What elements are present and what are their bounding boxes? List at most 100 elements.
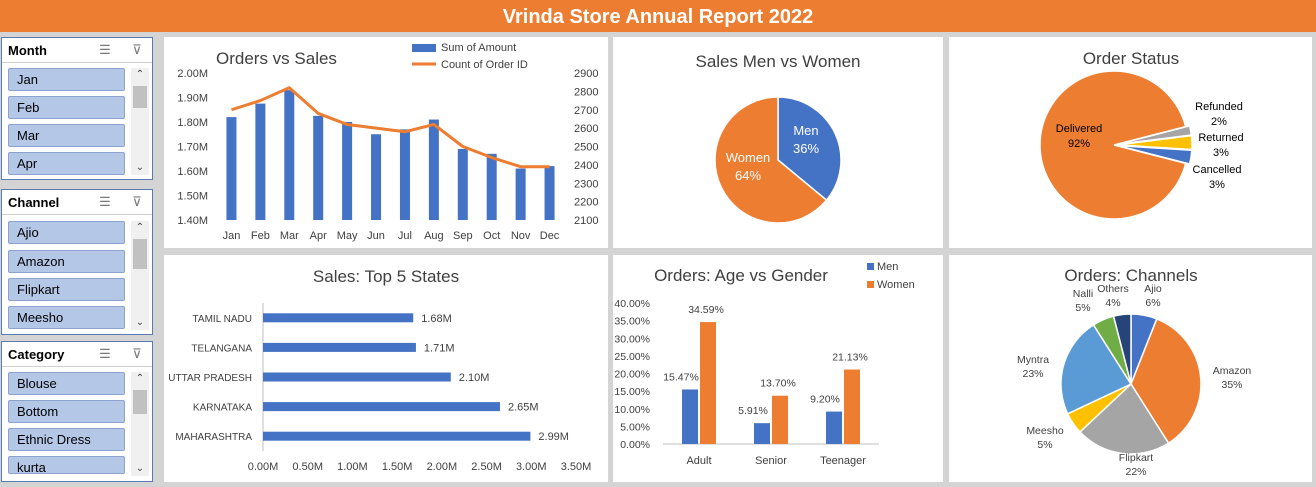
slicer-header: Category ☰ ⊽ <box>2 342 152 367</box>
slicer-item-bottom[interactable]: Bottom <box>8 400 125 423</box>
slicer-item-kurta[interactable]: kurta <box>8 456 125 475</box>
category-label: TELANGANA <box>191 343 252 354</box>
month-slicer: Month ☰ ⊽ Jan Feb Mar Apr ⌃ ⌄ <box>1 37 153 180</box>
chart-title: Orders: Age vs Gender <box>654 266 828 285</box>
slice-amazon <box>1130 317 1202 445</box>
slice-women <box>714 96 828 224</box>
clear-filter-icon[interactable]: ⊽ <box>132 42 142 57</box>
x-tick-label: Feb <box>251 230 270 242</box>
data-label: 1.68M <box>421 313 452 325</box>
slice-value-amazon: 35% <box>1221 379 1242 391</box>
category-scrollbar[interactable]: ⌃ ⌄ <box>131 372 149 476</box>
chart-title: Order Status <box>1083 49 1179 68</box>
data-label: 13.70% <box>760 378 796 390</box>
slice-value-nalli: 5% <box>1075 302 1090 314</box>
slicer-item-meesho[interactable]: Meesho <box>8 306 125 329</box>
chart-title: Sales Men vs Women <box>695 52 860 71</box>
x-tick-label: 3.50M <box>561 461 592 473</box>
slicer-item-amazon[interactable]: Amazon <box>8 250 125 273</box>
multi-select-icon[interactable]: ☰ <box>99 194 111 209</box>
slice-label-women: Women <box>726 150 771 165</box>
x-tick-label: May <box>337 230 358 242</box>
x-tick-label: Sep <box>453 230 473 242</box>
slice-label-ajio: Ajio <box>1144 283 1162 295</box>
slicer-item-flipkart[interactable]: Flipkart <box>8 278 125 301</box>
report-title: Vrinda Store Annual Report 2022 <box>502 6 814 28</box>
x-tick-label: Oct <box>483 230 500 242</box>
scroll-up-icon[interactable]: ⌃ <box>135 222 145 233</box>
clear-filter-icon[interactable]: ⊽ <box>132 194 142 209</box>
slice-label-others: Others <box>1097 283 1129 295</box>
slicer-header: Month ☰ ⊽ <box>2 38 152 63</box>
slicer-item-blouse[interactable]: Blouse <box>8 372 125 395</box>
bar-karnataka <box>263 402 500 412</box>
slice-value-returned: 3% <box>1213 147 1229 159</box>
slicer-item-ajio[interactable]: Ajio <box>8 221 125 244</box>
channel-slicer-title: Channel <box>8 195 60 210</box>
data-label: 21.13% <box>832 352 868 364</box>
x-tick-label: 1.50M <box>382 461 413 473</box>
chart-title: Orders vs Sales <box>216 49 337 68</box>
y-tick-label: 1.80M <box>177 117 208 129</box>
scroll-thumb[interactable] <box>133 390 147 414</box>
slicer-item-mar[interactable]: Mar <box>8 124 125 147</box>
orders-vs-sales-panel: Orders vs Sales Sum of Amount Count of Ord… <box>164 37 608 248</box>
y-tick-label: 2.00M <box>177 68 208 80</box>
slice-value-women: 64% <box>735 168 761 183</box>
y-tick-label: 10.00% <box>614 404 650 416</box>
bar-amount-sep <box>457 148 468 220</box>
scroll-down-icon[interactable]: ⌄ <box>135 317 145 328</box>
scroll-down-icon[interactable]: ⌄ <box>135 463 145 474</box>
legend-swatch-men <box>867 263 874 270</box>
y2-tick-label: 2800 <box>574 86 598 98</box>
multi-select-icon[interactable]: ☰ <box>99 346 111 361</box>
scroll-thumb[interactable] <box>133 86 147 108</box>
slice-delivered <box>1039 70 1187 220</box>
order-status-chart: Order Status Delivered 92% Refunded 2% Return… <box>1039 49 1244 220</box>
bar-amount-oct <box>486 153 497 220</box>
multi-select-icon[interactable]: ☰ <box>99 42 111 57</box>
channels-panel: Orders: Channels Ajio 6% Amazon 35% Flipkart 2… <box>949 255 1312 482</box>
bar-women-teenager <box>844 369 860 444</box>
x-tick-label: Adult <box>686 455 711 467</box>
data-label: 9.20% <box>810 394 840 406</box>
clear-filter-icon[interactable]: ⊽ <box>132 346 142 361</box>
slice-label-amazon: Amazon <box>1213 365 1252 377</box>
legend-swatch-women <box>867 281 874 288</box>
bar-uttar-pradesh <box>263 372 451 382</box>
slice-value-refunded: 2% <box>1211 116 1227 128</box>
slicer-item-apr[interactable]: Apr <box>8 152 125 175</box>
channel-scrollbar[interactable]: ⌃ ⌄ <box>131 221 149 330</box>
bar-men-teenager <box>826 411 842 444</box>
y2-tick-label: 2300 <box>574 178 598 190</box>
slicer-item-feb[interactable]: Feb <box>8 96 125 119</box>
slice-label-meesho: Meesho <box>1026 425 1064 437</box>
bar-women-adult <box>700 322 716 444</box>
slicer-item-jan[interactable]: Jan <box>8 68 125 91</box>
scroll-thumb[interactable] <box>133 239 147 269</box>
scroll-down-icon[interactable]: ⌄ <box>135 162 145 173</box>
y-tick-label: 15.00% <box>614 386 650 398</box>
data-label: 5.91% <box>738 405 768 417</box>
y-tick-label: 1.60M <box>177 166 208 178</box>
slice-label-myntra: Myntra <box>1017 354 1049 366</box>
scroll-up-icon[interactable]: ⌃ <box>135 373 145 384</box>
category-slicer-title: Category <box>8 347 65 362</box>
category-label: MAHARASHTRA <box>175 432 252 443</box>
bar-men-senior <box>754 423 770 444</box>
y2-tick-label: 2200 <box>574 197 598 209</box>
month-scrollbar[interactable]: ⌃ ⌄ <box>131 68 149 175</box>
bar-men-adult <box>682 389 698 444</box>
chart-title: Orders: Channels <box>1064 266 1197 285</box>
scroll-up-icon[interactable]: ⌃ <box>135 69 145 80</box>
x-tick-label: 3.00M <box>516 461 547 473</box>
slicer-item-ethnic-dress[interactable]: Ethnic Dress <box>8 428 125 451</box>
x-tick-label: Apr <box>310 230 327 242</box>
slice-label-nalli: Nalli <box>1073 288 1093 300</box>
y-tick-label: 30.00% <box>614 333 650 345</box>
y-tick-label: 1.70M <box>177 142 208 154</box>
legend-label-amount: Sum of Amount <box>441 42 516 54</box>
data-label: 2.10M <box>459 372 490 384</box>
data-label: 1.71M <box>424 342 455 354</box>
slice-others <box>1112 313 1132 385</box>
